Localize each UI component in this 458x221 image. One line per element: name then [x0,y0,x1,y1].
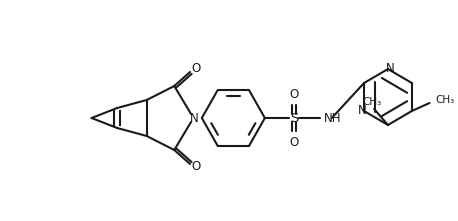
Text: O: O [191,160,201,173]
Text: O: O [290,88,299,101]
Text: N: N [386,63,394,76]
Text: N: N [190,112,198,124]
Text: CH₃: CH₃ [363,97,382,107]
Text: CH₃: CH₃ [436,95,455,105]
Text: O: O [290,135,299,149]
Text: S: S [290,112,299,124]
Text: NH: NH [324,112,342,124]
Text: O: O [191,63,201,76]
Text: N: N [358,105,366,118]
